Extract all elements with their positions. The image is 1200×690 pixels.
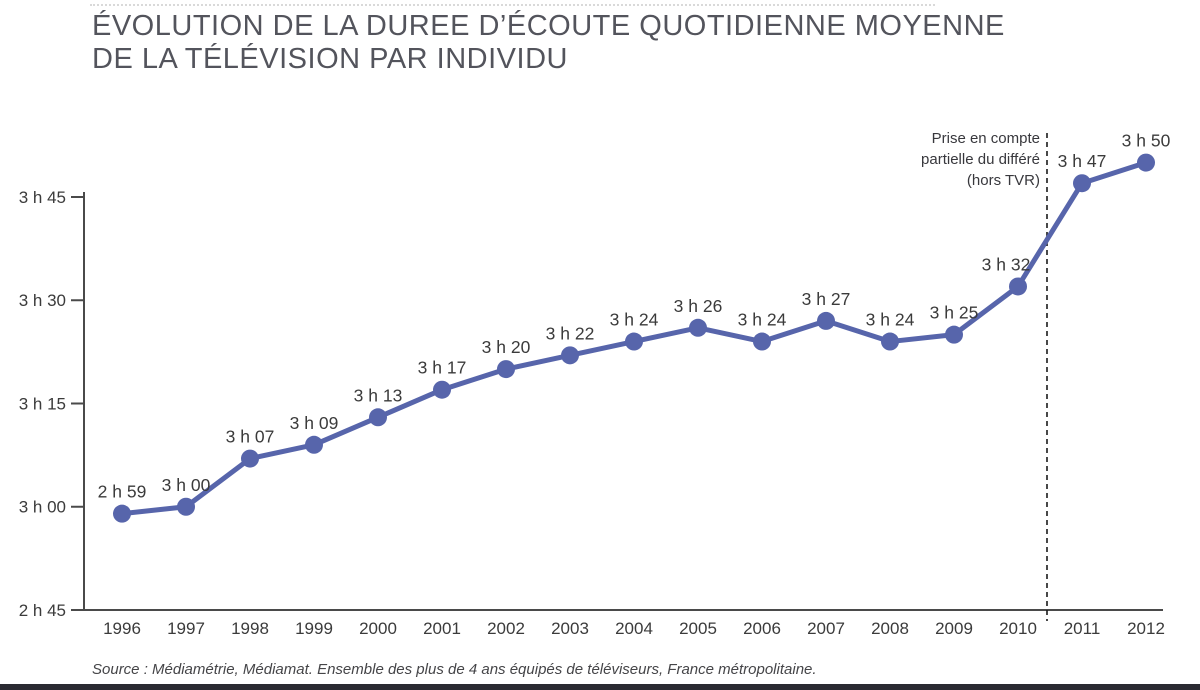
data-point-label: 3 h 26 [674, 296, 723, 316]
data-point-label: 3 h 00 [162, 475, 211, 495]
y-tick-label: 3 h 00 [19, 498, 66, 517]
bottom-divider-bar [0, 684, 1200, 690]
x-tick-label: 2000 [359, 619, 397, 638]
data-point [1009, 277, 1027, 296]
x-tick-label: 2011 [1064, 619, 1101, 638]
x-tick-label: 2007 [807, 619, 845, 638]
y-tick-label: 3 h 45 [19, 188, 66, 207]
x-tick-label: 1998 [231, 619, 269, 638]
data-point [753, 332, 771, 351]
data-point [625, 332, 643, 351]
data-point [689, 318, 707, 337]
data-point-label: 2 h 59 [98, 482, 147, 502]
chart-title-line1: ÉVOLUTION DE LA DUREE D’ÉCOUTE QUOTIDIEN… [92, 10, 1005, 42]
data-point-label: 3 h 24 [866, 310, 915, 330]
annotation-line3: (hors TVR) [966, 172, 1040, 189]
x-tick-label: 2010 [999, 619, 1037, 638]
x-tick-label: 2005 [679, 619, 717, 638]
data-point [305, 435, 323, 454]
data-point-label: 3 h 50 [1122, 131, 1171, 151]
data-point [177, 497, 195, 516]
y-tick-label: 3 h 15 [19, 394, 66, 413]
data-point-label: 3 h 09 [290, 413, 339, 433]
x-tick-label: 2006 [743, 619, 781, 638]
data-point [561, 346, 579, 365]
chart-title-line2: DE LA TÉLÉVISION PAR INDIVIDU [92, 43, 568, 75]
data-point-label: 3 h 13 [354, 385, 403, 405]
x-tick-label: 2012 [1127, 619, 1165, 638]
data-point-label: 3 h 17 [418, 358, 467, 378]
x-tick-label: 1999 [295, 619, 333, 638]
data-point [497, 360, 515, 379]
data-point [433, 380, 451, 399]
x-tick-label: 2004 [615, 619, 653, 638]
y-tick-label: 2 h 45 [19, 601, 66, 620]
x-tick-label: 2002 [487, 619, 525, 638]
data-point [1073, 174, 1091, 193]
data-point [241, 449, 259, 468]
data-point [1137, 153, 1155, 172]
top-dotted-artifact [90, 4, 935, 6]
x-tick-label: 2009 [935, 619, 973, 638]
y-tick-label: 3 h 30 [19, 291, 66, 310]
annotation-note: Prise en compte partielle du différé (ho… [921, 128, 1040, 191]
data-point-label: 3 h 32 [982, 254, 1031, 274]
data-point-label: 3 h 25 [930, 303, 979, 323]
annotation-line2: partielle du différé [921, 151, 1040, 168]
data-point-label: 3 h 20 [482, 337, 531, 357]
data-point-label: 3 h 47 [1058, 151, 1107, 171]
data-point [113, 504, 131, 523]
x-tick-label: 1997 [167, 619, 205, 638]
x-tick-label: 2008 [871, 619, 909, 638]
annotation-line1: Prise en compte [931, 130, 1040, 147]
data-point-label: 3 h 24 [738, 310, 787, 330]
source-caption: Source : Médiamétrie, Médiamat. Ensemble… [92, 661, 817, 678]
data-point-label: 3 h 24 [610, 310, 659, 330]
data-point-label: 3 h 07 [226, 427, 275, 447]
data-point-label: 3 h 22 [546, 323, 595, 343]
x-tick-label: 2003 [551, 619, 589, 638]
data-point-label: 3 h 27 [802, 289, 851, 309]
chart-title: ÉVOLUTION DE LA DUREE D’ÉCOUTE QUOTIDIEN… [92, 10, 1005, 76]
data-point [945, 325, 963, 344]
data-point [817, 311, 835, 330]
data-point [369, 408, 387, 427]
x-tick-label: 2001 [423, 619, 461, 638]
data-point [881, 332, 899, 351]
x-tick-label: 1996 [103, 619, 141, 638]
